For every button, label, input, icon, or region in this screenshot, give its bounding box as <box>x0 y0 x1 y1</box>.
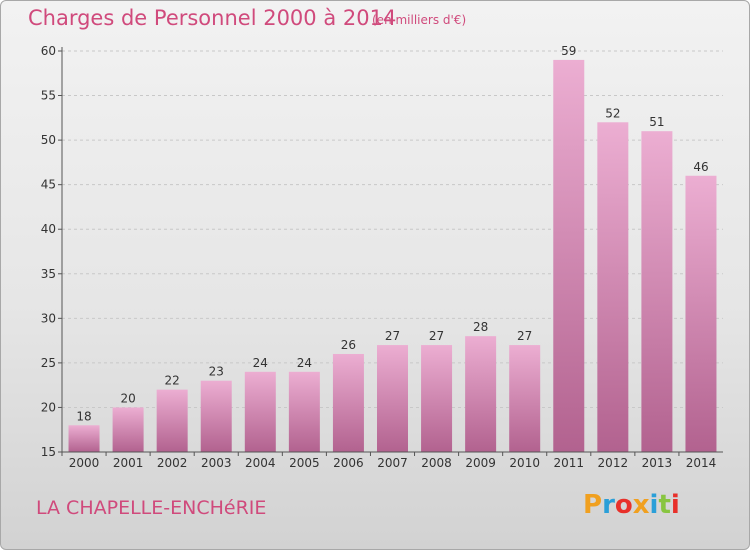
logo-letter: P <box>583 490 603 520</box>
y-tick-label: 30 <box>41 311 56 325</box>
data-label: 23 <box>209 365 224 379</box>
logo-letter: i <box>670 490 680 520</box>
bar <box>288 371 320 452</box>
data-label: 27 <box>517 329 532 343</box>
chart-subtitle: (en milliers d'€) <box>372 13 467 27</box>
logo-letter: r <box>602 490 615 520</box>
x-tick-label: 2002 <box>157 456 188 470</box>
y-tick-label: 20 <box>41 400 56 414</box>
x-tick-label: 2010 <box>509 456 540 470</box>
bar <box>332 353 364 452</box>
data-label: 20 <box>120 391 135 405</box>
bar <box>465 336 497 452</box>
logo-letter: x <box>632 490 650 520</box>
bar <box>685 175 717 452</box>
x-tick-label: 2003 <box>201 456 232 470</box>
x-tick-label: 2013 <box>642 456 673 470</box>
logo-letter: i <box>649 490 659 520</box>
y-tick-label: 40 <box>41 222 56 236</box>
data-label: 51 <box>649 115 664 129</box>
data-label: 46 <box>693 160 708 174</box>
x-tick-label: 2007 <box>377 456 408 470</box>
x-tick-label: 2001 <box>113 456 144 470</box>
y-tick-label: 50 <box>41 133 56 147</box>
data-label: 52 <box>605 106 620 120</box>
y-tick-label: 35 <box>41 267 56 281</box>
x-tick-label: 2009 <box>465 456 496 470</box>
x-tick-label: 2012 <box>598 456 629 470</box>
y-tick-label: 15 <box>41 445 56 459</box>
data-label: 27 <box>385 329 400 343</box>
labels: 15 20 25 30 35 40 45 50 55 60 18 2000 20 2001 22 2002 23… <box>41 44 717 470</box>
data-label: 59 <box>561 44 576 58</box>
proxiti-logo: Proxiti <box>583 490 680 520</box>
y-tick-label: 55 <box>41 89 56 103</box>
logo-letter: t <box>658 490 671 520</box>
logo-letter: o <box>614 490 633 520</box>
y-tick-label: 60 <box>41 44 56 58</box>
town-name: LA CHAPELLE-ENCHéRIE <box>36 497 267 519</box>
x-tick-label: 2004 <box>245 456 276 470</box>
data-label: 24 <box>253 356 268 370</box>
data-label: 28 <box>473 320 488 334</box>
bar <box>200 380 232 452</box>
x-tick-label: 2000 <box>69 456 100 470</box>
chart-title: Charges de Personnel 2000 à 2014 <box>28 6 397 30</box>
x-tick-label: 2005 <box>289 456 320 470</box>
bar <box>244 371 276 452</box>
bar <box>112 407 144 452</box>
axes <box>58 47 723 456</box>
bar <box>377 345 408 452</box>
x-tick-label: 2014 <box>686 456 717 470</box>
bar <box>156 389 188 452</box>
data-label: 22 <box>165 374 180 388</box>
y-tick-label: 25 <box>41 356 56 370</box>
x-tick-label: 2011 <box>553 456 584 470</box>
x-tick-label: 2006 <box>333 456 364 470</box>
bar <box>553 59 585 453</box>
data-label: 18 <box>76 409 91 423</box>
bars <box>68 59 717 453</box>
bar <box>68 425 100 452</box>
y-tick-label: 45 <box>41 178 56 192</box>
x-tick-label: 2008 <box>421 456 452 470</box>
bar <box>509 345 541 452</box>
data-label: 27 <box>429 329 444 343</box>
data-label: 24 <box>297 356 312 370</box>
bar <box>421 345 453 452</box>
bar <box>597 122 629 453</box>
data-label: 26 <box>341 338 356 352</box>
bar <box>641 131 673 452</box>
